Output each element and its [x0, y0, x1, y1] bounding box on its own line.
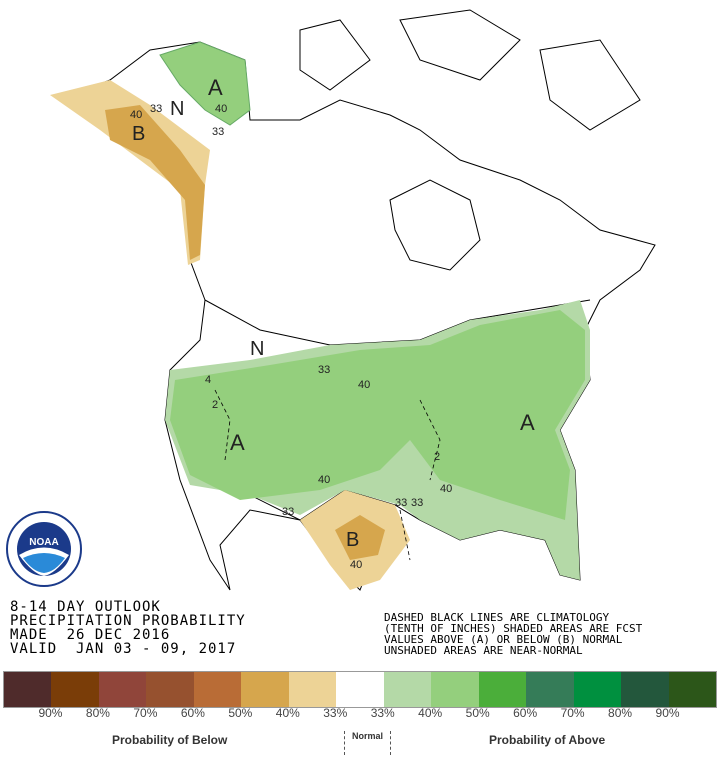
legend-percent: 60%: [513, 706, 538, 720]
normal-caption: Normal: [344, 731, 392, 755]
valid-dates: VALID JAN 03 - 09, 2017: [10, 641, 237, 657]
legend-swatch: [431, 672, 479, 707]
contour-label: 40: [130, 109, 142, 121]
contour-label: 40: [215, 103, 227, 115]
made-date: MADE 26 DEC 2016: [10, 627, 171, 643]
probability-legend: [3, 671, 717, 708]
below-caption: Probability of Below: [112, 733, 228, 747]
contour-label: 33: [395, 497, 407, 509]
alaska-below-33: [50, 80, 210, 265]
noaa-logo: NOAA: [6, 511, 82, 587]
label-normal: N: [250, 338, 264, 360]
contour-label: 33: [150, 103, 162, 115]
legend-percent: 90%: [655, 706, 680, 720]
notes-block: DASHED BLACK LINES ARE CLIMATOLOGY (TENTH…: [384, 612, 642, 656]
contour-label: 40: [350, 559, 362, 571]
contour-label: 33: [318, 364, 330, 376]
label-normal: N: [170, 98, 184, 120]
legend-percent: 80%: [608, 706, 633, 720]
legend-swatch: [621, 672, 669, 707]
alaska-above-40: [159, 41, 251, 126]
legend-swatch: [241, 672, 289, 707]
note-line: UNSHADED AREAS ARE NEAR-NORMAL: [384, 644, 583, 657]
legend-swatch: [4, 672, 52, 707]
label-above: A: [230, 430, 245, 455]
contour-label: 33: [212, 126, 224, 138]
legend-percent: 50%: [465, 706, 490, 720]
contour-label: 2: [212, 399, 218, 411]
label-below: B: [132, 123, 145, 145]
outlook-title-block: 8-14 DAY OUTLOOK PRECIPITATION PROBABILIT…: [10, 600, 246, 656]
note-line: VALUES ABOVE (A) OR BELOW (B) NORMAL: [384, 633, 623, 646]
contour-label: 4: [205, 374, 211, 386]
outlook-title: 8-14 DAY OUTLOOK: [10, 599, 161, 615]
alaska-below-40: [105, 105, 205, 260]
legend-percent: 40%: [275, 706, 300, 720]
legend-swatch: [573, 672, 622, 707]
legend-swatch: [478, 672, 527, 707]
label-above: A: [208, 75, 223, 100]
legend-percent: 33%: [323, 706, 348, 720]
hudson-bay: [389, 179, 481, 271]
svg-text:NOAA: NOAA: [29, 537, 58, 548]
legend-swatch: [193, 672, 242, 707]
legend-percent: 33%: [370, 706, 395, 720]
contour-label: 40: [358, 379, 370, 391]
legend-swatch: [98, 672, 147, 707]
precipitation-map: A A A B B N N 33 40 33 40 33 40 33 40 33…: [50, 9, 656, 591]
outlook-subtitle: PRECIPITATION PROBABILITY: [10, 613, 246, 629]
texas-below-40: [335, 515, 385, 560]
map-labels: A A A B B N N 33 40 33 40 33 40 33 40 33…: [130, 75, 535, 571]
legend-swatch: [146, 672, 194, 707]
legend-percent-labels: 90% 80% 70% 60% 50% 40% 33% 33% 40% 50% 60% 70% 80% 9…: [0, 706, 719, 720]
label-below: B: [346, 529, 359, 551]
above-caption: Probability of Above: [489, 733, 606, 747]
legend-swatch: [288, 672, 337, 707]
legend-swatch: [668, 672, 717, 707]
legend-percent: 90%: [38, 706, 63, 720]
contour-label: 40: [440, 483, 452, 495]
legend-percent: 50%: [228, 706, 253, 720]
legend-percent: 40%: [418, 706, 443, 720]
legend-percent: 70%: [133, 706, 158, 720]
legend-percent: 70%: [560, 706, 585, 720]
note-line: (TENTH OF INCHES) SHADED AREAS ARE FCST: [384, 622, 643, 635]
arctic-islands: [299, 9, 641, 131]
forecast-shading: [50, 41, 590, 590]
legend-percent: 80%: [85, 706, 110, 720]
legend-swatch: [336, 672, 384, 707]
contour-label: 2: [434, 451, 440, 463]
label-above: A: [520, 410, 535, 435]
legend-percent: 60%: [180, 706, 205, 720]
legend-swatch: [526, 672, 574, 707]
contour-label: 33: [411, 497, 423, 509]
legend-swatch: [51, 672, 99, 707]
legend-swatch: [383, 672, 432, 707]
note-line: DASHED BLACK LINES ARE CLIMATOLOGY: [384, 611, 610, 624]
contour-label: 40: [318, 474, 330, 486]
us-above-40: [170, 310, 585, 520]
climatology-lines: [214, 389, 441, 561]
contour-label: 33: [282, 506, 294, 518]
